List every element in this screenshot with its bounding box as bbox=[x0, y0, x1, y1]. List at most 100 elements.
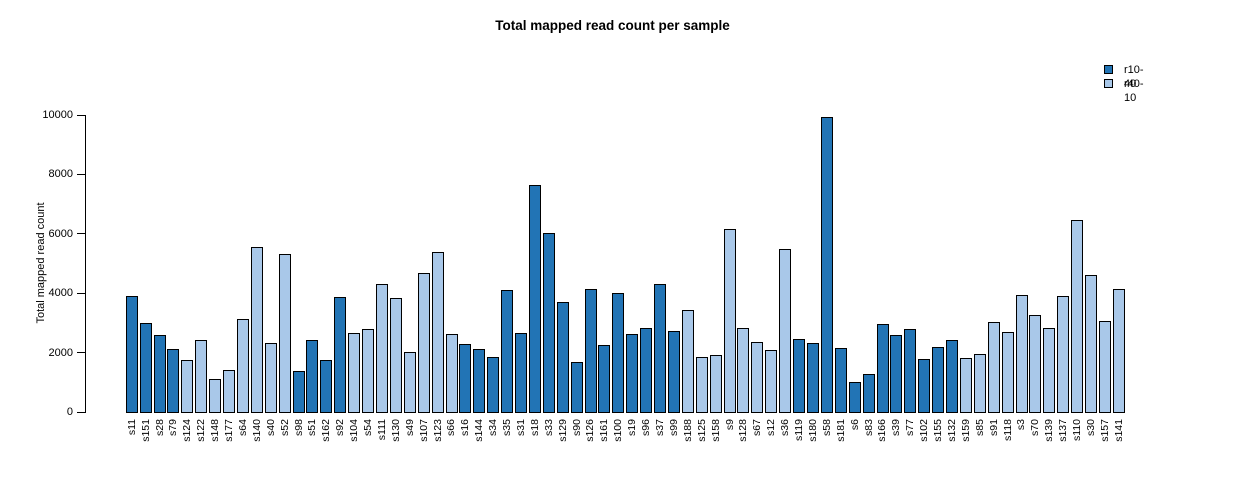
x-axis-label: s118 bbox=[1001, 419, 1014, 441]
x-axis-label: s141 bbox=[1112, 419, 1125, 442]
bar-s11 bbox=[125, 296, 138, 413]
x-axis-label: s111 bbox=[375, 419, 388, 441]
y-axis-tick-label: 0 bbox=[66, 406, 73, 418]
x-axis-label: s79 bbox=[167, 419, 180, 436]
x-axis-label: s19 bbox=[626, 419, 639, 436]
bar-s51 bbox=[306, 340, 319, 413]
x-axis-label: s66 bbox=[445, 419, 458, 436]
x-axis-label: s155 bbox=[932, 419, 945, 442]
x-axis-label: s30 bbox=[1085, 419, 1097, 436]
x-axis-label: s77 bbox=[904, 419, 917, 436]
x-axis-label: s99 bbox=[667, 419, 680, 436]
x-axis-label: s144 bbox=[473, 419, 486, 442]
x-axis-label: s181 bbox=[834, 419, 847, 442]
x-axis-label: s70 bbox=[1029, 419, 1042, 436]
bar-s34 bbox=[487, 357, 500, 413]
bar-s77 bbox=[904, 329, 917, 413]
x-axis-label: s58 bbox=[820, 419, 833, 436]
y-axis-tick-label: 8000 bbox=[48, 168, 73, 181]
y-axis-tick-label: 6000 bbox=[48, 227, 73, 240]
bar-s148 bbox=[209, 379, 222, 413]
x-axis-label: s124 bbox=[181, 419, 194, 442]
bar-s155 bbox=[932, 347, 945, 413]
bar-s161 bbox=[598, 345, 611, 413]
x-axis-label: s52 bbox=[278, 419, 291, 436]
bar-s12 bbox=[765, 350, 778, 413]
y-axis-tick bbox=[77, 411, 85, 413]
legend-swatch-r10-40 bbox=[1104, 65, 1113, 74]
x-axis-label: s122 bbox=[195, 419, 208, 442]
bar-s40 bbox=[264, 343, 277, 413]
bar-s100 bbox=[612, 293, 625, 413]
bar-s91 bbox=[987, 322, 1000, 413]
x-axis-label: s96 bbox=[640, 419, 653, 436]
y-axis-label: Total mapped read count bbox=[35, 202, 47, 324]
bar-s58 bbox=[820, 117, 833, 413]
x-axis-label: s91 bbox=[987, 419, 1000, 436]
bar-s122 bbox=[195, 340, 208, 413]
bar-s181 bbox=[834, 348, 847, 413]
y-axis-tick bbox=[77, 114, 85, 116]
x-axis-label: s123 bbox=[431, 419, 444, 442]
x-axis-label: s40 bbox=[264, 419, 277, 436]
bar-s39 bbox=[890, 335, 903, 413]
bar-s99 bbox=[667, 331, 680, 413]
x-axis-label: s177 bbox=[223, 419, 236, 442]
bar-s28 bbox=[153, 335, 166, 413]
x-axis-label: s119 bbox=[793, 419, 806, 441]
x-axis-label: s36 bbox=[779, 419, 792, 436]
y-axis-tick-label: 4000 bbox=[48, 287, 73, 300]
bar-s64 bbox=[236, 319, 249, 413]
y-axis-tick bbox=[77, 292, 85, 294]
bar-s66 bbox=[445, 334, 458, 413]
x-axis-label: s129 bbox=[556, 419, 569, 442]
x-axis-label: s125 bbox=[695, 419, 708, 442]
x-axis-label: s126 bbox=[584, 419, 597, 442]
bar-s137 bbox=[1057, 296, 1070, 413]
bar-s119 bbox=[793, 339, 805, 413]
bar-s158 bbox=[709, 355, 722, 413]
x-axis-label: s162 bbox=[320, 419, 333, 442]
x-axis-label: s137 bbox=[1057, 419, 1070, 442]
x-axis-label: s33 bbox=[542, 419, 555, 436]
x-axis-label: s130 bbox=[389, 419, 402, 442]
bar-s18 bbox=[528, 185, 541, 413]
bar-s92 bbox=[334, 297, 347, 413]
x-axis-label: s37 bbox=[654, 419, 666, 436]
x-axis-label: s92 bbox=[334, 419, 347, 436]
x-axis-label: s161 bbox=[598, 419, 611, 442]
bar-s166 bbox=[876, 324, 889, 413]
y-axis-tick bbox=[77, 352, 85, 354]
x-axis-label: s3 bbox=[1015, 419, 1028, 431]
bar-s157 bbox=[1098, 321, 1111, 413]
bar-s16 bbox=[459, 344, 472, 413]
bar-s96 bbox=[640, 328, 653, 413]
x-axis-label: s54 bbox=[362, 419, 375, 436]
x-axis-label: s28 bbox=[153, 419, 166, 436]
bar-s37 bbox=[654, 284, 666, 413]
x-axis-label: s31 bbox=[514, 419, 527, 436]
x-axis-label: s18 bbox=[528, 419, 541, 436]
bar-s177 bbox=[223, 370, 235, 413]
chart-title: Total mapped read count per sample bbox=[495, 18, 730, 33]
bar-s111 bbox=[376, 284, 388, 413]
bar-s67 bbox=[751, 342, 764, 413]
x-axis-label: s188 bbox=[681, 419, 694, 442]
bar-s141 bbox=[1112, 289, 1125, 413]
bar-s188 bbox=[681, 310, 694, 413]
bar-s49 bbox=[403, 352, 416, 413]
bar-s6 bbox=[848, 382, 861, 413]
legend-swatch-r40-10 bbox=[1104, 79, 1113, 88]
x-axis-label: s140 bbox=[250, 419, 263, 442]
bar-s159 bbox=[959, 358, 972, 413]
y-axis-tick-label: 2000 bbox=[48, 346, 73, 359]
legend-label: r40-10 bbox=[1124, 78, 1144, 104]
bar-s54 bbox=[362, 329, 375, 413]
x-axis-label: s128 bbox=[737, 419, 750, 442]
bar-s52 bbox=[278, 254, 291, 413]
x-axis-label: s102 bbox=[918, 419, 931, 442]
x-axis-label: s139 bbox=[1043, 419, 1056, 442]
x-axis-label: s98 bbox=[292, 419, 305, 436]
bar-s140 bbox=[250, 247, 263, 413]
bar-s180 bbox=[806, 343, 819, 413]
